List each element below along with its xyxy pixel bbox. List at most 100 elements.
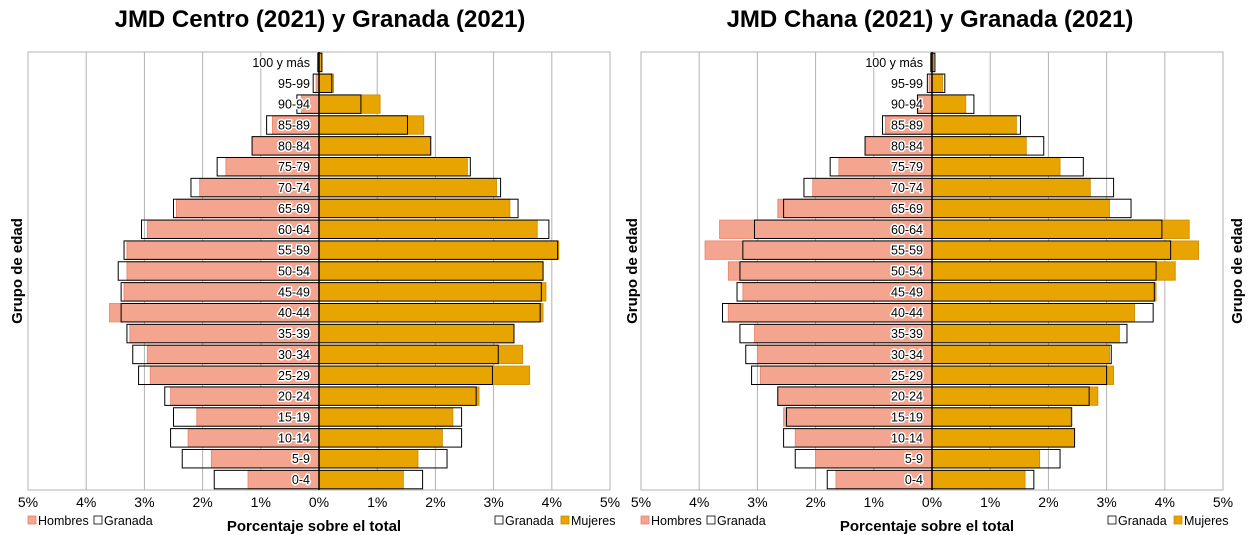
- bar-mujeres: [931, 219, 1190, 239]
- age-group-label: 40-44: [891, 306, 923, 320]
- bar-mujeres: [318, 469, 404, 490]
- bar-mujeres: [931, 365, 1114, 385]
- age-group-label: 50-54: [891, 265, 923, 279]
- bar-mujeres: [318, 219, 538, 239]
- bar-mujeres: [318, 240, 560, 260]
- y-axis-title: Grupo de edad: [624, 218, 641, 324]
- x-tick-label: 5%: [1213, 494, 1233, 510]
- age-group-label: 10-14: [278, 431, 310, 445]
- bar-mujeres: [931, 323, 1120, 344]
- legend-label-mujeres: Mujeres: [1184, 514, 1228, 528]
- age-group-label: 80-84: [278, 139, 310, 153]
- age-group-label: 5-9: [292, 452, 310, 466]
- age-group-label: 50-54: [278, 265, 310, 279]
- bar-mujeres: [931, 261, 1176, 281]
- legend-swatch-granada: [93, 515, 103, 525]
- bar-mujeres: [318, 386, 480, 406]
- x-axis-title: Porcentaje sobre el total: [227, 518, 401, 535]
- x-tick-label: 4%: [689, 494, 709, 510]
- bar-mujeres: [318, 303, 544, 323]
- x-tick-label: 1%: [980, 494, 1000, 510]
- age-group-label: 40-44: [278, 306, 310, 320]
- age-group-label: 60-64: [278, 223, 310, 237]
- age-group-label: 10-14: [891, 431, 923, 445]
- bar-mujeres: [931, 73, 943, 93]
- legend-swatch-granada: [706, 515, 716, 525]
- x-tick-label: 2%: [805, 494, 825, 510]
- age-group-label: 55-59: [891, 244, 923, 258]
- x-tick-label: 3%: [483, 494, 503, 510]
- x-tick-label: 5%: [631, 494, 651, 510]
- bar-mujeres: [318, 323, 515, 344]
- age-group-label: 5-9: [905, 452, 923, 466]
- x-tick-label: 5%: [18, 494, 38, 510]
- bar-mujeres: [931, 282, 1157, 302]
- age-group-label: 95-99: [891, 77, 923, 91]
- x-tick-label: 4%: [76, 494, 96, 510]
- bar-mujeres: [931, 303, 1135, 323]
- bar-mujeres: [318, 282, 547, 302]
- legend-label-hombres: Hombres: [651, 514, 702, 528]
- bar-mujeres: [931, 469, 1026, 490]
- age-group-label: 65-69: [278, 202, 310, 216]
- bar-mujeres: [318, 198, 511, 219]
- age-group-label: 90-94: [278, 98, 310, 112]
- age-group-label: 30-34: [891, 348, 923, 362]
- x-tick-label: 2%: [192, 494, 212, 510]
- chart-title: JMD Centro (2021) y Granada (2021): [115, 6, 526, 33]
- bar-mujeres: [931, 428, 1075, 448]
- age-group-label: 70-74: [278, 181, 310, 195]
- age-group-label: 0-4: [905, 473, 923, 487]
- bar-mujeres: [931, 407, 1071, 427]
- bar-mujeres: [318, 94, 381, 114]
- age-group-label: 55-59: [278, 244, 310, 258]
- age-group-label: 90-94: [891, 98, 923, 112]
- age-group-label: 60-64: [891, 223, 923, 237]
- x-tick-label: 3%: [747, 494, 767, 510]
- age-group-label: 75-79: [891, 160, 923, 174]
- bar-mujeres: [318, 157, 468, 177]
- bar-mujeres: [318, 449, 419, 469]
- age-group-label: 65-69: [891, 202, 923, 216]
- age-group-label: 15-19: [891, 411, 923, 425]
- chart-panel-2: JMD Chana (2021) y Granada (2021) 0-4 5-9 1…: [624, 6, 1246, 535]
- age-group-label: 100 y más: [252, 56, 310, 70]
- bar-mujeres: [931, 115, 1017, 135]
- x-tick-label: 4%: [1155, 494, 1175, 510]
- bar-mujeres: [931, 136, 1027, 156]
- age-group-label: 30-34: [278, 348, 310, 362]
- x-tick-label: 1%: [251, 494, 271, 510]
- legend-label-granada: Granada: [104, 514, 153, 528]
- x-tick-label: 1%: [864, 494, 884, 510]
- age-group-label: 20-24: [278, 390, 310, 404]
- legend-swatch-granada: [1107, 515, 1117, 525]
- age-group-label: 85-89: [891, 119, 923, 133]
- chart-panel-1: JMD Centro (2021) y Granada (2021) 0-4 5-9…: [9, 6, 620, 535]
- bar-mujeres: [318, 344, 524, 365]
- legend-label-mujeres: Mujeres: [571, 514, 615, 528]
- y-axis-title-right: Grupo de edad: [1229, 218, 1246, 324]
- age-group-label: 70-74: [891, 181, 923, 195]
- bar-mujeres: [931, 94, 967, 114]
- age-group-label: 100 y más: [865, 56, 923, 70]
- x-axis-title: Porcentaje sobre el total: [840, 518, 1014, 535]
- age-group-label: 45-49: [891, 285, 923, 299]
- y-axis-title: Grupo de edad: [9, 218, 26, 324]
- bar-mujeres: [318, 407, 454, 427]
- bar-mujeres: [931, 157, 1061, 177]
- x-tick-label: 2%: [425, 494, 445, 510]
- age-group-label: 75-79: [278, 160, 310, 174]
- legend-swatch-mujeres: [560, 515, 570, 525]
- bar-mujeres: [318, 115, 425, 135]
- bar-mujeres: [931, 386, 1099, 406]
- legend-label-hombres: Hombres: [38, 514, 89, 528]
- age-group-label: 25-29: [891, 369, 923, 383]
- age-group-label: 25-29: [278, 369, 310, 383]
- age-group-label: 0-4: [292, 473, 310, 487]
- bar-mujeres: [931, 177, 1091, 198]
- x-tick-label: 0%: [309, 494, 329, 510]
- x-tick-label: 2%: [1038, 494, 1058, 510]
- bar-mujeres: [318, 365, 531, 385]
- x-tick-label: 5%: [600, 494, 620, 510]
